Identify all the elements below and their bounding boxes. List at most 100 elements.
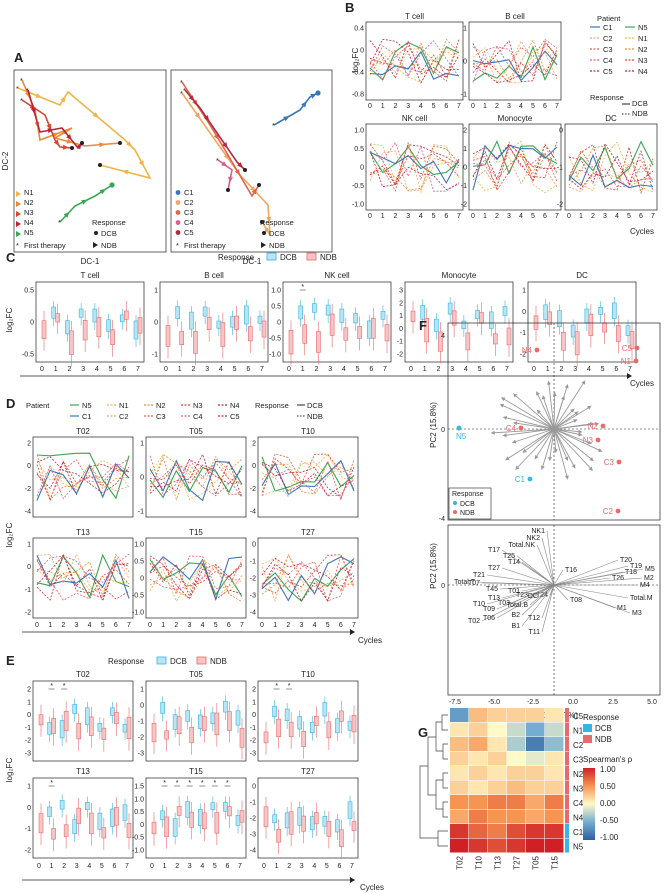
dcb-box: [284, 708, 290, 721]
y-tick-label: -3: [250, 593, 256, 600]
series-c3: [149, 463, 243, 497]
trajectory-arrow-c5: [188, 95, 195, 102]
series-c5: [36, 456, 130, 494]
column-label-t27: T27: [513, 855, 522, 869]
ndb-box: [239, 810, 245, 823]
loading-arrow: [521, 561, 555, 586]
panel-a-response-legend-left: Response DCB NDB: [92, 218, 126, 250]
x-tick-label: 1: [381, 213, 385, 220]
series-c1: [36, 462, 130, 501]
plot-title: T10: [301, 670, 315, 679]
x-tick-label: 0: [37, 863, 41, 870]
dcb-box: [347, 720, 353, 731]
column-label-t10: T10: [475, 855, 484, 869]
dcb-box: [189, 311, 194, 330]
series-n3: [472, 141, 558, 192]
y-tick-label: -2: [250, 486, 256, 493]
response-title: Response: [590, 93, 624, 102]
x-tick-label: 1: [50, 863, 54, 870]
x-tick-label: 2: [591, 213, 595, 220]
loading-label: M3: [632, 610, 642, 617]
y-tick-label: 0: [252, 463, 256, 470]
score-label-n5: N5: [456, 432, 467, 441]
loading-label: Total.M: [630, 595, 653, 602]
x-tick-label: 3: [187, 622, 191, 629]
y-tick-label: -1: [461, 183, 467, 190]
x-tick-label: 7: [352, 622, 356, 629]
series-c3: [369, 141, 460, 192]
ndb-box: [326, 821, 332, 837]
series-n2: [568, 145, 654, 188]
dcb-swatch: [266, 252, 277, 261]
series-c3: [261, 553, 355, 604]
x-tick-label: 4: [419, 213, 423, 220]
x-tick-label: 1: [579, 213, 583, 220]
legend-marker-c5: [175, 230, 181, 235]
plot-title: T cell: [405, 12, 424, 21]
panel-c-plot-1: B cell 1 0 -1 0 1 2 3 4 5 6 7: [152, 271, 269, 373]
response-title: Response: [92, 218, 126, 227]
loading-arrowhead: [564, 456, 569, 461]
series-n5: [149, 465, 243, 499]
y-tick-label: 1: [399, 313, 403, 320]
x-tick-label: 1: [161, 622, 165, 629]
heatmap-cell: [488, 795, 507, 809]
plot-frame: [527, 281, 637, 363]
trajectory-arrow-c2: [266, 216, 272, 223]
y-tick-label: 1: [463, 26, 467, 33]
series-n4: [369, 144, 460, 188]
ndb-box: [227, 711, 232, 731]
heatmap-cell: [526, 795, 545, 809]
x-tick-label: 4: [519, 213, 523, 220]
y-tick-label: 0: [360, 48, 364, 55]
legend-marker-n2: [16, 201, 21, 207]
series-c1: [36, 555, 130, 599]
loading-arrow: [553, 396, 565, 430]
y-tick-label: 1: [522, 288, 526, 295]
plot-frame: [145, 777, 247, 859]
significance-marker: *: [163, 780, 166, 787]
row-label-n3: N3: [573, 785, 584, 794]
loading-label: T01: [508, 588, 520, 595]
loading-arrow: [505, 428, 555, 461]
loading-arrowhead: [589, 457, 594, 462]
plot-frame: [159, 281, 269, 363]
loading-arrowhead: [500, 397, 506, 402]
loading-arrow: [536, 391, 555, 430]
panel-f: F PC2 (15.8%) PC2 (15.8%) PC1 (38.7%) N4…: [419, 318, 661, 720]
dcb-marker: [94, 231, 98, 235]
plot-frame: [257, 537, 359, 619]
x-tick-label: 0: [532, 366, 536, 373]
panel-d-patient-legend: N5 N1 N2 N3 N4 C1 C2 C3 C4 C5: [70, 401, 240, 421]
column-label-t02: T02: [456, 855, 465, 869]
score-label-c2: C2: [603, 507, 614, 516]
dcb-box: [160, 702, 165, 714]
x-tick-label: 2: [174, 622, 178, 629]
ndb-box: [234, 315, 239, 330]
loading-label: T12: [528, 615, 540, 622]
plot-title: NK cell: [324, 271, 350, 280]
loading-label: Total.T: [454, 579, 476, 586]
y-tick-label: -4: [250, 610, 256, 617]
ndb-box: [313, 812, 319, 825]
plot-title: T05: [189, 670, 203, 679]
series-c3: [568, 149, 654, 188]
trajectory-end-n2: [118, 141, 122, 145]
dcb-box: [235, 814, 241, 826]
dcb-box: [223, 802, 228, 812]
loading-arrow: [553, 568, 644, 586]
loading-label: M5: [645, 566, 655, 573]
loading-label: T14: [508, 559, 520, 566]
legend-marker-n5: [16, 231, 21, 237]
loading-label: T45: [486, 586, 498, 593]
ndb-swatch: [306, 252, 317, 261]
loading-arrowhead: [587, 405, 592, 410]
x-tick-label: -7.5: [449, 699, 461, 706]
ndb-box: [351, 821, 357, 832]
y-tick-label: -2: [25, 610, 31, 617]
heatmap-cell: [507, 708, 526, 722]
panel-c-xlabel: Cycles: [630, 379, 654, 388]
y-tick-label: 0: [252, 712, 256, 719]
loading-label: T19: [630, 563, 642, 570]
